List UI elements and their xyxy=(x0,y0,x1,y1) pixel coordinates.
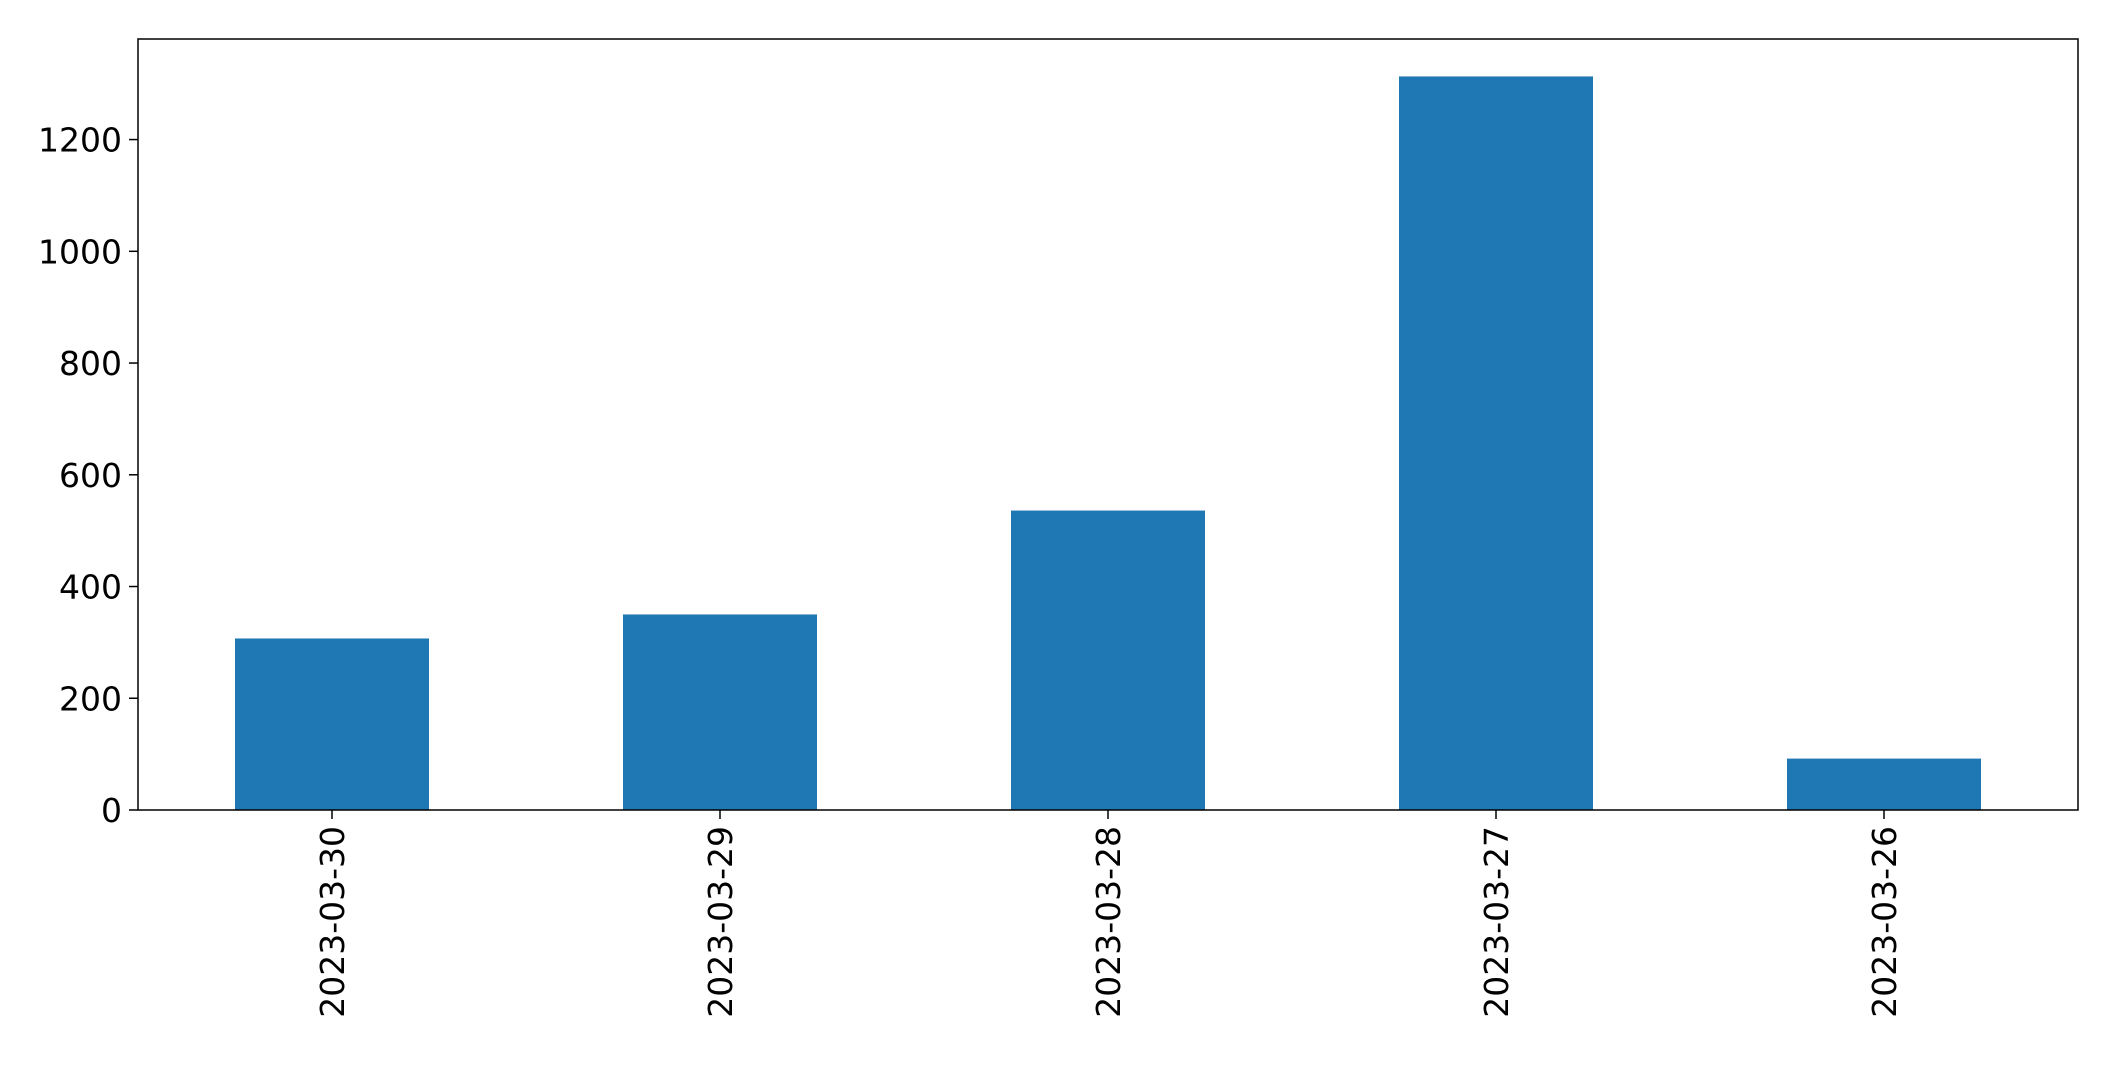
plot-frame xyxy=(137,38,2079,811)
bar-2023-03-26 xyxy=(1787,758,1981,810)
x-axis: 2023-03-30 2023-03-29 2023-03-28 2023-03-27… xyxy=(313,810,1904,1018)
x-tick-label: 2023-03-26 xyxy=(1865,826,1904,1018)
x-tick-label: 2023-03-28 xyxy=(1089,826,1128,1018)
bar-2023-03-29 xyxy=(623,614,817,810)
x-tick-label: 2023-03-27 xyxy=(1477,826,1516,1018)
bar-2023-03-30 xyxy=(235,638,429,810)
y-tick-label: 1000 xyxy=(38,232,122,271)
y-tick-label: 600 xyxy=(59,456,122,495)
y-axis: 0 200 400 600 800 1000 1200 xyxy=(38,121,138,830)
y-tick-label: 800 xyxy=(59,344,122,383)
y-tick-label: 200 xyxy=(59,679,122,718)
bar-2023-03-27 xyxy=(1399,76,1593,810)
y-tick-label: 0 xyxy=(101,791,122,830)
x-tick-label: 2023-03-29 xyxy=(701,826,740,1018)
y-tick-label: 1200 xyxy=(38,121,122,160)
x-tick-label: 2023-03-30 xyxy=(313,826,352,1018)
bars-layer xyxy=(235,76,1981,810)
y-tick-label: 400 xyxy=(59,568,122,607)
bar-2023-03-28 xyxy=(1011,510,1205,810)
